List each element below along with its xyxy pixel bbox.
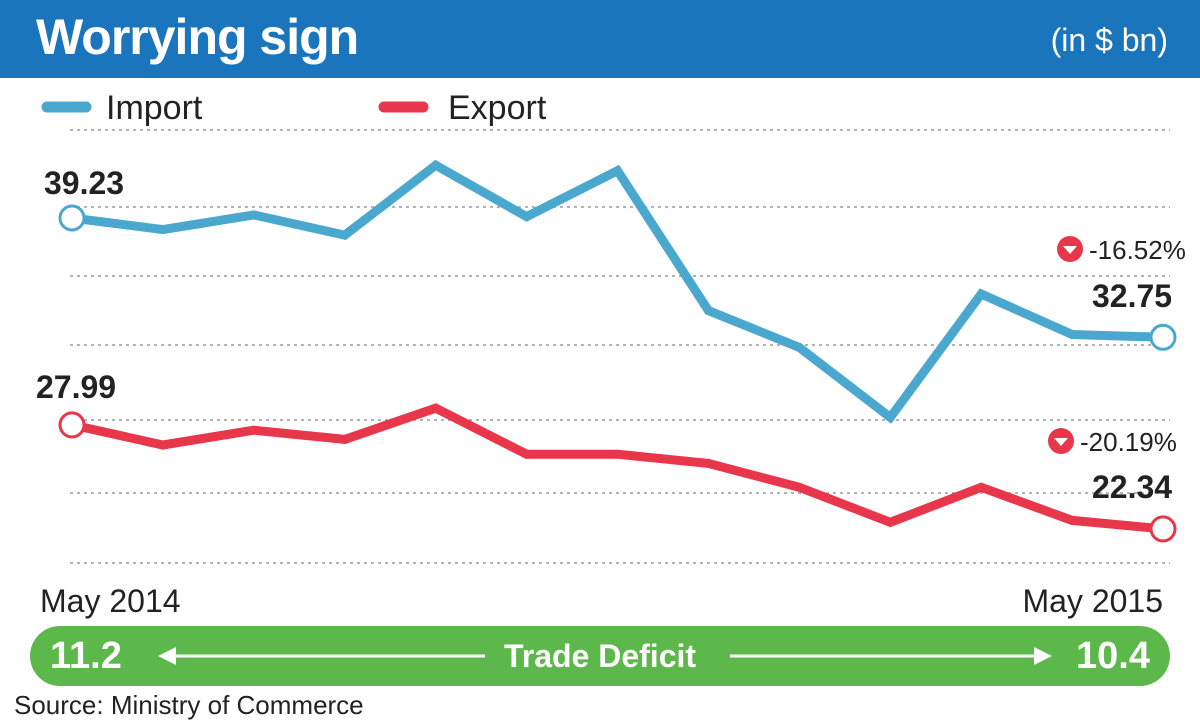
- import-data-point: [794, 342, 804, 352]
- export-change-label: -20.19%: [1080, 427, 1177, 457]
- legend-export-label: Export: [448, 89, 547, 127]
- import-change-label: -16.52%: [1089, 235, 1186, 265]
- export-data-point: [794, 482, 804, 492]
- export-change: -20.19%: [1048, 427, 1177, 457]
- x-start-label: May 2014: [40, 583, 181, 619]
- import-series-line: [71, 159, 1164, 424]
- grid-lines: [70, 129, 1170, 564]
- export-data-point: [158, 440, 168, 450]
- import-data-point: [1067, 330, 1077, 339]
- export-data-point: [431, 403, 441, 413]
- import-data-point: [249, 210, 259, 220]
- export-data-point: [1149, 515, 1177, 543]
- import-data-point: [885, 412, 895, 422]
- import-data-point: [431, 160, 441, 170]
- left-arrow-icon: [158, 647, 176, 665]
- import-data-point: [522, 212, 532, 222]
- legend: Import Export: [41, 89, 547, 127]
- export-data-point: [976, 482, 986, 492]
- legend-import-label: Import: [106, 89, 203, 127]
- series-layer: [58, 159, 1177, 543]
- import-data-point: [58, 204, 86, 232]
- down-arrow-icon-glyph: [1063, 246, 1077, 254]
- export-series-line: [71, 403, 1164, 534]
- down-arrow-icon-glyph: [1054, 438, 1068, 446]
- export-data-point: [340, 434, 350, 444]
- import-data-point: [613, 166, 622, 176]
- export-data-point: [613, 449, 622, 459]
- export-data-point: [249, 425, 259, 435]
- import-data-point: [976, 289, 986, 299]
- export-data-point: [885, 517, 895, 527]
- deficit-start-value: 11.2: [50, 635, 122, 677]
- export-end-label: 22.34: [1092, 469, 1172, 505]
- x-end-label: May 2015: [1022, 583, 1163, 619]
- trade-deficit-bar: 11.2 Trade Deficit 10.4: [30, 626, 1170, 686]
- data-labels: 39.23 27.99 32.75 22.34 -16.52% -20.19%: [36, 165, 1186, 505]
- export-data-point: [1067, 515, 1077, 525]
- line-chart: Import Export 39.23 27.99 32.75 22.34 -1…: [36, 89, 1186, 619]
- export-data-point: [703, 458, 713, 468]
- export-data-point: [522, 449, 532, 459]
- deficit-arrows: [158, 647, 1052, 665]
- deficit-label: Trade Deficit: [503, 638, 697, 674]
- export-data-point: [58, 411, 86, 439]
- chart-title: Worrying sign: [36, 9, 359, 65]
- export-start-label: 27.99: [36, 369, 116, 405]
- import-data-point: [158, 225, 168, 235]
- deficit-end-value: 10.4: [1076, 635, 1150, 677]
- import-data-point: [703, 306, 713, 316]
- import-change: -16.52%: [1057, 235, 1186, 265]
- source-note: Source: Ministry of Commerce: [14, 690, 364, 720]
- right-arrow-icon: [1034, 647, 1052, 665]
- import-data-point: [340, 230, 350, 240]
- import-data-point: [1149, 323, 1177, 351]
- header-bar: Worrying sign (in $ bn): [0, 0, 1200, 78]
- import-end-label: 32.75: [1092, 278, 1172, 314]
- import-start-label: 39.23: [44, 165, 124, 201]
- unit-label: (in $ bn): [1050, 22, 1168, 58]
